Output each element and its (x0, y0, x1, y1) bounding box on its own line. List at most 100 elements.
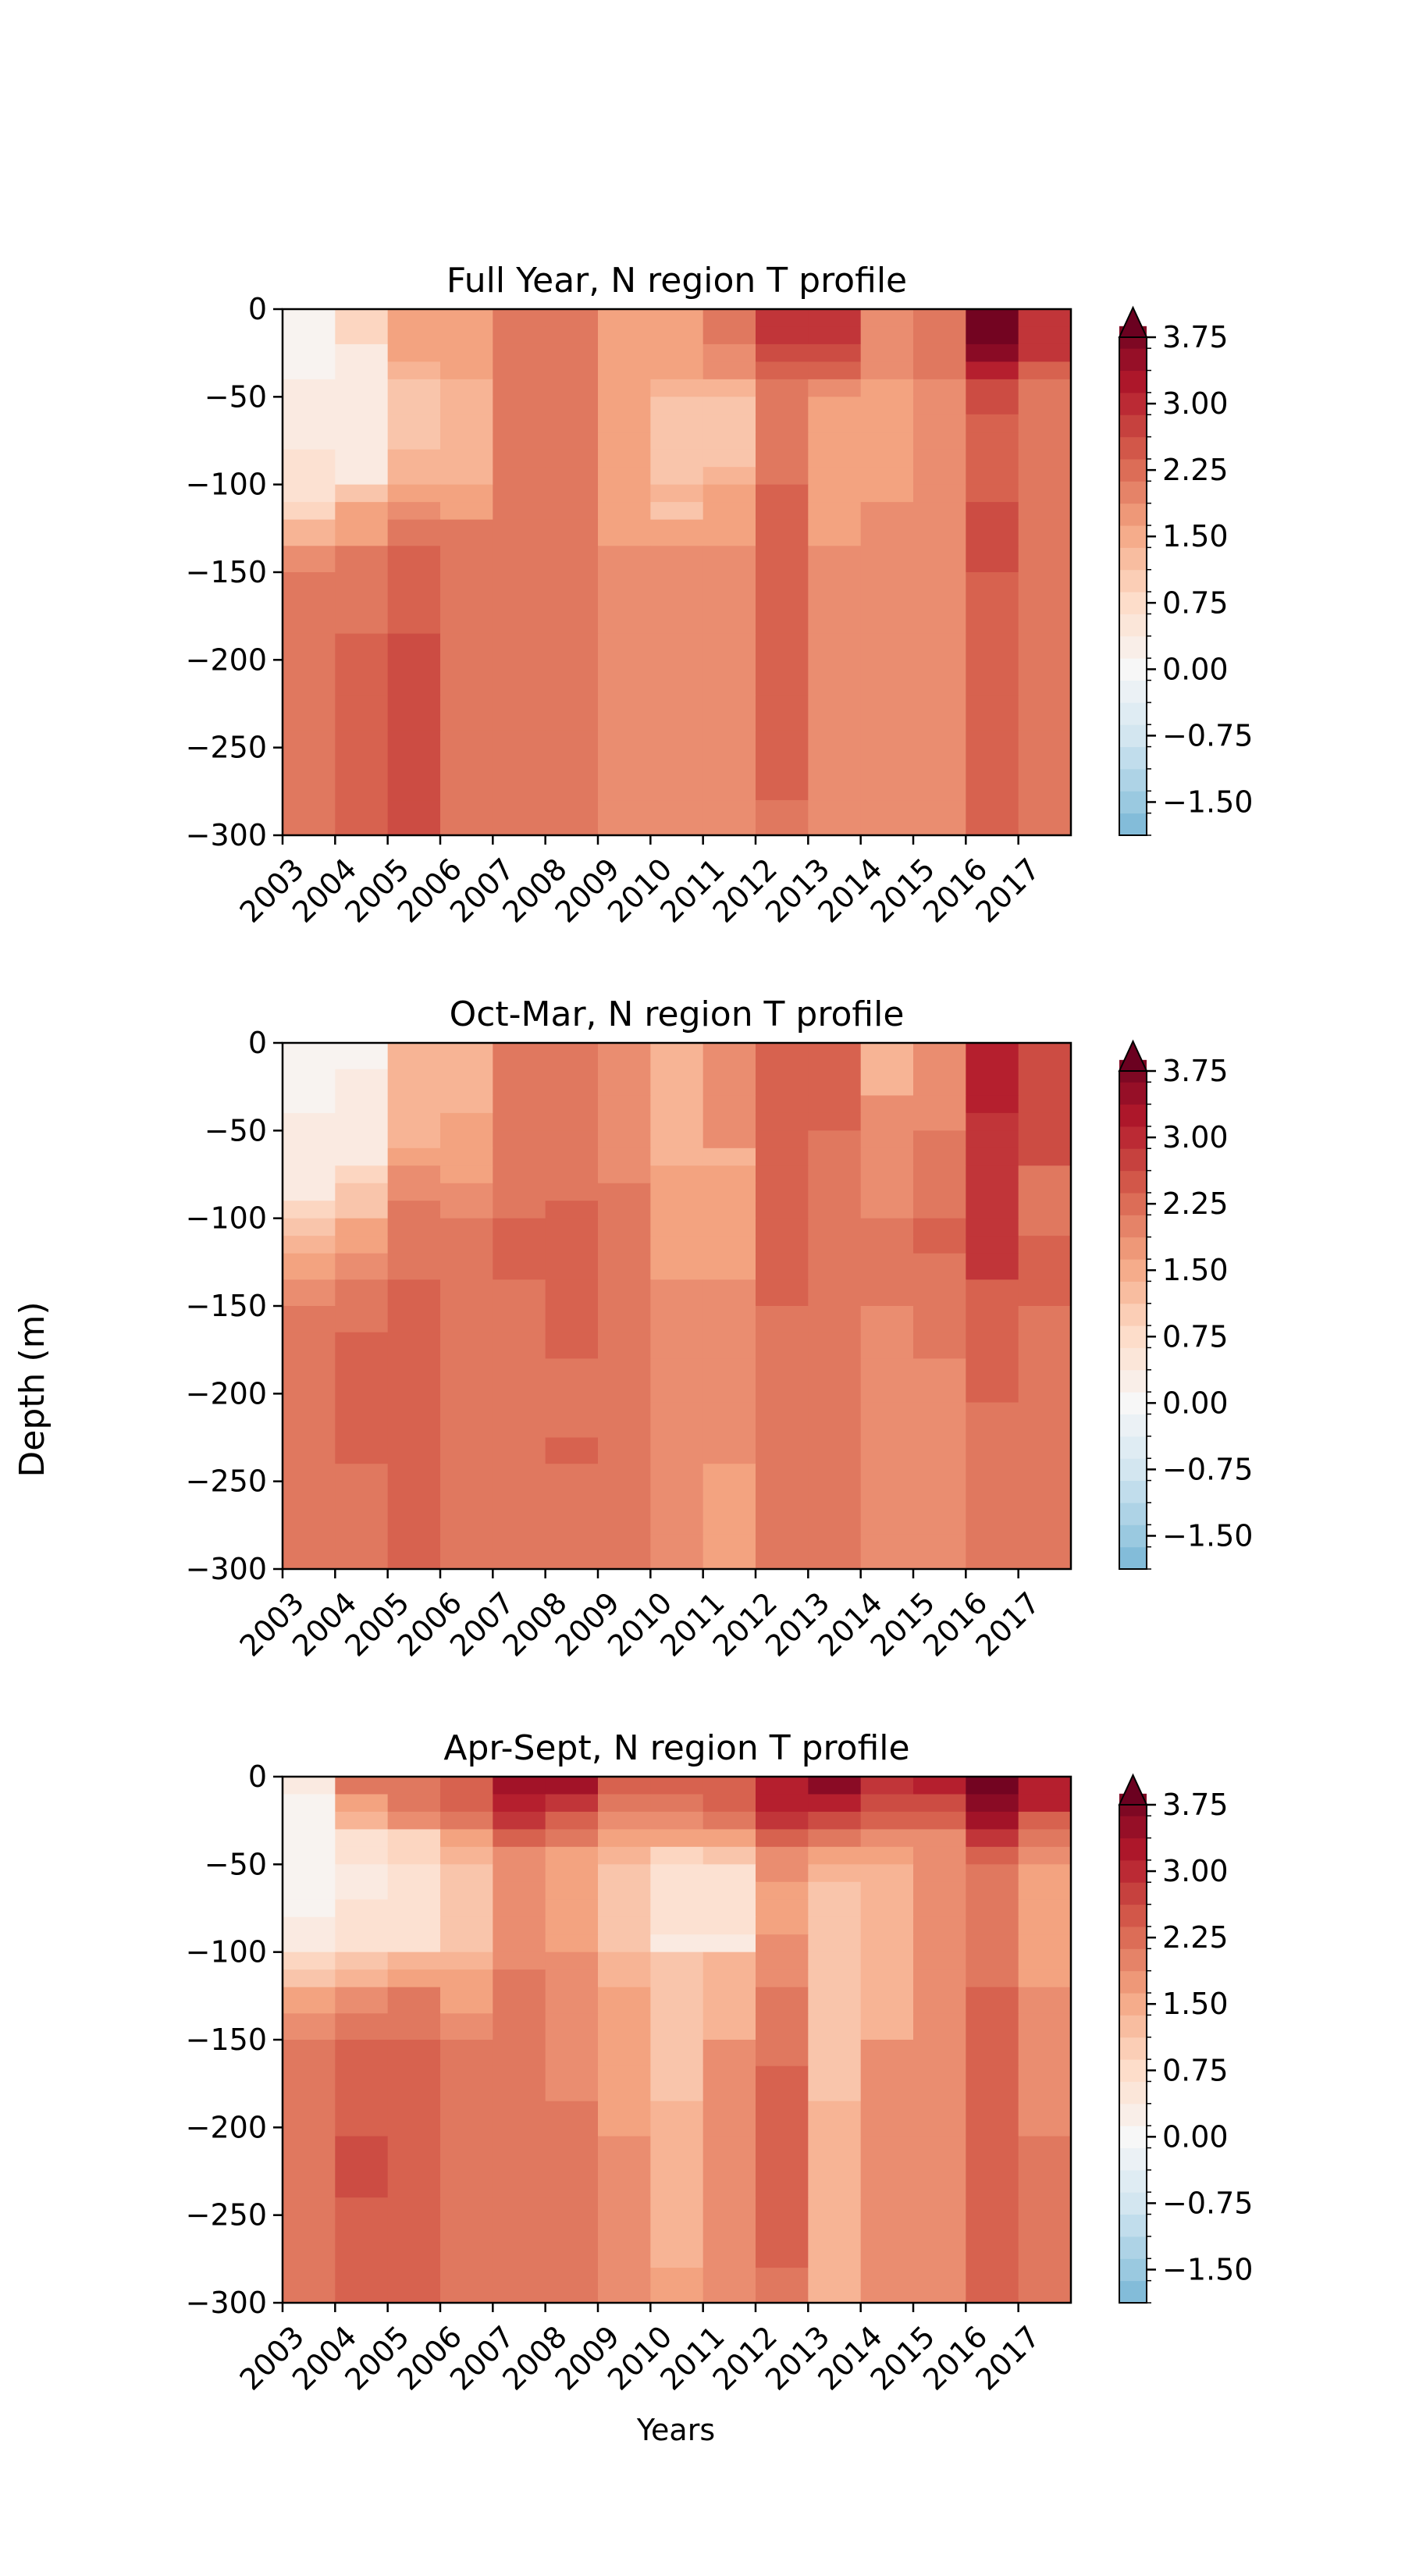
heatmap-cell (283, 633, 336, 696)
colorbar-level (1119, 569, 1147, 592)
heatmap-cell (1018, 695, 1072, 731)
heatmap-cell (913, 397, 966, 415)
heatmap-cell (1018, 1881, 1072, 1900)
heatmap-cell (966, 2197, 1019, 2268)
colorbar-level (1119, 458, 1147, 482)
heatmap-cell (440, 1358, 493, 1404)
heatmap-cell (966, 326, 1019, 345)
heatmap-cell (702, 2101, 756, 2137)
heatmap-cell (808, 633, 862, 696)
heatmap-cell (860, 572, 914, 635)
heatmap-cell (335, 1952, 389, 1970)
heatmap-cell (493, 1881, 546, 1900)
colorbar-level (1119, 614, 1147, 637)
heatmap-cell (1018, 1846, 1072, 1865)
heatmap-cell (387, 1069, 441, 1096)
heatmap-cell (598, 449, 651, 468)
heatmap-cell (440, 2040, 493, 2067)
heatmap-cell (493, 1069, 546, 1096)
heatmap-cell (283, 1464, 336, 1535)
heatmap-cell (387, 1130, 441, 1149)
heatmap-cell (756, 484, 809, 503)
heatmap-cell (335, 1864, 389, 1883)
heatmap-cell (545, 1864, 599, 1883)
heatmap-cell (493, 1306, 546, 1333)
heatmap-cell (1018, 1864, 1072, 1883)
colorbar-level (1119, 1192, 1147, 1215)
heatmap-cell (702, 361, 756, 380)
heatmap-cell (283, 449, 336, 468)
heatmap-cell (545, 1279, 599, 1307)
heatmap-cell (545, 1201, 599, 1219)
heatmap-cell (860, 326, 914, 345)
heatmap-cell (545, 1952, 599, 1970)
heatmap-cell (860, 2013, 914, 2041)
heatmap-cell (387, 1794, 441, 1813)
heatmap-cell (756, 1777, 809, 1795)
heatmap-cell (756, 1934, 809, 1953)
heatmap-cell (493, 2065, 546, 2102)
colorbar-level (1119, 2037, 1147, 2060)
heatmap-cell (808, 1332, 862, 1359)
heatmap-cell (1018, 2197, 1072, 2268)
y-tick-label: −300 (186, 2286, 267, 2320)
heatmap-cell (966, 1916, 1019, 1935)
heatmap-cell (598, 1130, 651, 1149)
heatmap-cell (1018, 326, 1072, 345)
colorbar: 3.75 3.00 2.25 1.50 0.75 0.00 −0.75 −1.50 (1118, 1039, 1253, 1570)
heatmap-cell (545, 730, 599, 801)
colorbar-level (1119, 724, 1147, 748)
heatmap-cell (545, 1437, 599, 1464)
heatmap-cell (860, 800, 914, 836)
heatmap-cell (913, 449, 966, 468)
colorbar-level (1119, 1546, 1147, 1570)
heatmap-cell (966, 2101, 1019, 2137)
heatmap-cell (598, 1165, 651, 1184)
heatmap-cell (860, 1183, 914, 1201)
colorbar-tick-label: 0.75 (1162, 1319, 1229, 1354)
heatmap-cell (545, 1811, 599, 1830)
heatmap-cell (387, 2040, 441, 2067)
heatmap-cell (650, 1534, 704, 1570)
heatmap-cell (966, 1969, 1019, 1988)
heatmap-cell (966, 1147, 1019, 1166)
heatmap-cell (702, 1306, 756, 1333)
heatmap-cell (387, 1253, 441, 1280)
heatmap-cell (493, 1934, 546, 1953)
heatmap-cell (387, 309, 441, 328)
heatmap-cell (702, 1279, 756, 1307)
heatmap-cell (283, 2101, 336, 2137)
heatmap-cell (756, 2101, 809, 2137)
heatmap-cell (808, 449, 862, 468)
heatmap-cell (756, 1236, 809, 1254)
heatmap-cell (860, 546, 914, 573)
heatmap-cell (283, 484, 336, 503)
heatmap-cell (808, 2013, 862, 2041)
heatmap-cell (860, 1864, 914, 1883)
heatmap-cell (1018, 2065, 1072, 2102)
heatmap-cell (650, 2065, 704, 2102)
heatmap-cell (860, 1881, 914, 1900)
heatmap-cell (545, 633, 599, 696)
heatmap-cell (650, 1437, 704, 1464)
heatmap-cell (1018, 1147, 1072, 1166)
heatmap-cell (545, 1916, 599, 1935)
colorbar-tick-label: 2.25 (1162, 1920, 1229, 1955)
heatmap-cell (335, 1934, 389, 1953)
heatmap-cell (283, 1112, 336, 1131)
colorbar-level (1119, 1480, 1147, 1503)
colorbar-level (1119, 547, 1147, 571)
colorbar-level (1119, 680, 1147, 703)
heatmap-cell (966, 432, 1019, 450)
heatmap-cell (913, 1183, 966, 1201)
heatmap-cell (966, 1112, 1019, 1131)
heatmap-cell (598, 1332, 651, 1359)
heatmap-cell (598, 1794, 651, 1813)
heatmap-cell (493, 449, 546, 468)
heatmap-cell (808, 572, 862, 635)
heatmap-cell (493, 1437, 546, 1464)
heatmap-cell (913, 467, 966, 486)
heatmap-cell (650, 414, 704, 432)
y-tick-label: −250 (186, 2198, 267, 2233)
